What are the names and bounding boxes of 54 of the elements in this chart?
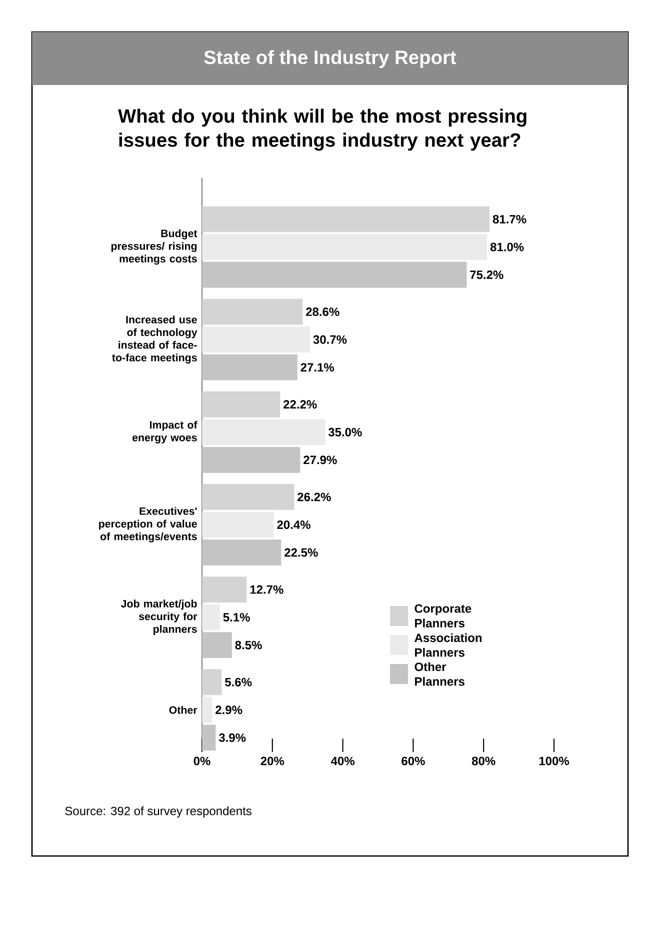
bar — [202, 391, 280, 418]
chart-subtitle: State of the Industry Report — [204, 50, 456, 68]
bar — [202, 724, 216, 751]
data-label: 22.2% — [283, 400, 317, 409]
bar — [202, 540, 282, 566]
y-tick-label: Increased use of technology instead of face-to-face meetings — [112, 316, 198, 364]
x-tick-label: 60% — [402, 756, 425, 766]
bar — [202, 669, 222, 696]
bar — [202, 632, 232, 658]
x-tick-label: 0% — [194, 756, 210, 766]
chart-title: What do you think will be the most pressing issues for the meetings industry next year? — [118, 108, 526, 151]
bar — [202, 484, 294, 510]
data-label: 28.6% — [306, 308, 340, 316]
data-label: 27.1% — [300, 363, 334, 372]
data-label: 35.0% — [328, 428, 362, 436]
y-tick-label: Impact of energy woes — [132, 420, 198, 444]
data-label: 30.7% — [313, 335, 347, 344]
data-label: 5.6% — [225, 678, 252, 686]
bar — [202, 576, 247, 602]
bar — [202, 298, 303, 325]
data-label: 5.1% — [223, 613, 250, 622]
x-tick-label: 20% — [260, 756, 284, 766]
bar — [202, 262, 467, 288]
bar — [202, 512, 274, 538]
x-tick-label: 100% — [539, 756, 570, 766]
y-tick-label: Executives' perception of value of meetings/events — [99, 507, 197, 542]
bar — [202, 234, 488, 260]
y-tick-label: Job market/job security for planners — [120, 600, 198, 635]
bar — [202, 696, 212, 723]
y-tick-label: Budget pressures/ rising meetings costs — [111, 229, 198, 265]
data-label: 8.5% — [235, 640, 262, 650]
data-label: 2.9% — [216, 706, 242, 714]
x-tick-label: 80% — [472, 756, 496, 766]
data-label: 20.4% — [277, 520, 310, 529]
source-note: Source: 392 of survey respondents — [65, 806, 252, 818]
data-label: 27.9% — [304, 456, 337, 464]
data-label: 22.5% — [284, 548, 318, 557]
data-label: 75.2% — [470, 270, 504, 280]
bar — [202, 326, 310, 353]
bar — [202, 419, 326, 446]
bar — [202, 446, 300, 473]
legend-label: Association Planners — [414, 633, 482, 657]
bar — [202, 604, 220, 630]
data-label: 3.9% — [218, 733, 246, 742]
legend-label: Corporate Planners — [414, 604, 472, 628]
bar — [202, 354, 298, 380]
data-label: 26.2% — [298, 492, 331, 502]
data-label: 12.7% — [250, 585, 284, 594]
legend-label: Other Planners — [414, 662, 464, 686]
data-label: 81.7% — [492, 214, 526, 224]
x-tick-label: 40% — [330, 756, 354, 766]
y-tick-label: Other — [169, 706, 198, 714]
bar — [202, 206, 490, 232]
data-label: 81.0% — [490, 242, 524, 252]
